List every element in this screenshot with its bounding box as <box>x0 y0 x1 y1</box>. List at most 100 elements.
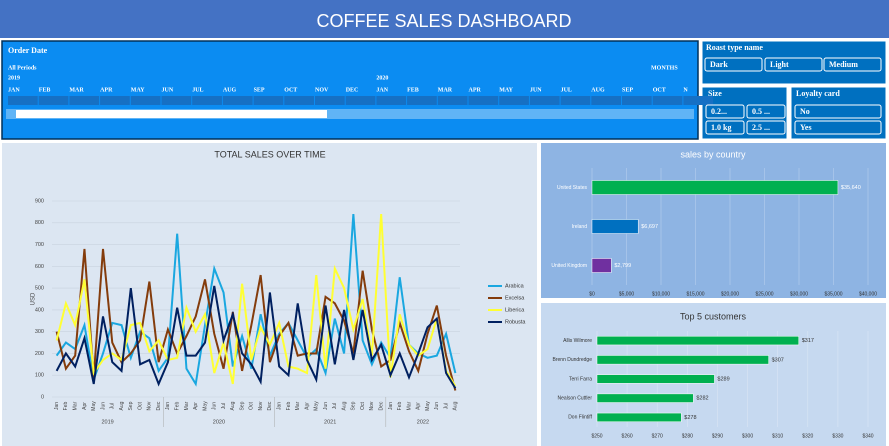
timeline-slicer[interactable] <box>1 40 699 140</box>
timeline-cell[interactable] <box>376 96 407 105</box>
timeline-cell[interactable] <box>100 96 130 105</box>
legend-label: Excelsa <box>505 295 525 301</box>
x-tick-label: Feb <box>286 401 292 410</box>
slicer-item[interactable]: No <box>800 107 810 116</box>
timeline-cell[interactable] <box>468 96 499 105</box>
data-label: $278 <box>684 415 696 421</box>
timeline-cell[interactable] <box>130 96 161 105</box>
legend-label: Arabica <box>505 283 525 289</box>
timeline-cell[interactable] <box>407 96 437 105</box>
y-tick-label: 600 <box>35 264 44 270</box>
y-tick-label: 900 <box>35 198 44 204</box>
bar <box>596 374 715 384</box>
slicer-button[interactable] <box>764 57 823 72</box>
x-tick-label: Apr <box>193 402 199 410</box>
slicer-item[interactable]: 1.0 kg <box>711 123 731 132</box>
slicer-item[interactable]: 0.5 ... <box>752 107 770 116</box>
x-tick-label: Dec <box>156 401 162 410</box>
timeline-cell[interactable] <box>69 96 100 105</box>
chart-title: sales by country <box>680 149 746 159</box>
timeline-month: APR <box>469 87 482 93</box>
x-tick-label: $15,000 <box>686 291 704 297</box>
scroll-thumb[interactable] <box>16 110 327 118</box>
x-tick-label: Jul <box>110 403 116 409</box>
slicer-item[interactable]: Yes <box>800 123 812 132</box>
slicer-item[interactable]: 0.2... <box>711 107 727 116</box>
x-tick-label: Apr <box>416 402 422 410</box>
timeline-cell[interactable] <box>161 96 192 105</box>
timeline-cell[interactable] <box>8 96 38 105</box>
timeline-cell[interactable] <box>222 96 253 105</box>
category-label: Allis Wilmore <box>563 338 592 344</box>
timeline-month: JAN <box>8 87 20 93</box>
timeline-month: JUL <box>192 87 203 93</box>
timeline-month: JAN <box>376 87 388 93</box>
timeline-month: JUL <box>561 87 572 93</box>
timeline-year: 2019 <box>8 75 20 81</box>
slicer-button[interactable] <box>704 57 763 72</box>
slicer-button[interactable] <box>823 57 882 72</box>
x-group-label: 2019 <box>102 419 114 425</box>
dashboard-title: COFFEE SALES DASHBOARD <box>316 11 571 31</box>
slicer-title: Loyalty card <box>796 89 840 98</box>
x-tick-label: Jul <box>332 403 338 409</box>
timeline-month: MAY <box>131 87 145 93</box>
x-tick-label: Sep <box>351 401 357 410</box>
x-tick-label: $330 <box>832 433 843 439</box>
slicer-item[interactable]: 2.5 ... <box>752 123 770 132</box>
timeline-cell[interactable] <box>437 96 468 105</box>
y-tick-label: 100 <box>35 373 44 379</box>
bar <box>596 412 682 422</box>
timeline-cell[interactable] <box>529 96 560 105</box>
timeline-cell[interactable] <box>622 96 652 105</box>
timeline-cell[interactable] <box>652 96 683 105</box>
x-tick-label: Mar <box>184 401 190 410</box>
timeline-cell[interactable] <box>284 96 314 105</box>
slicer-button[interactable] <box>746 120 786 135</box>
timeline-cell[interactable] <box>560 96 591 105</box>
y-tick-label: 0 <box>41 394 44 400</box>
slicer-button[interactable] <box>794 104 882 119</box>
timeline-cell[interactable] <box>192 96 222 105</box>
timeline-cell[interactable] <box>253 96 284 105</box>
x-tick-label: Jun <box>323 402 329 410</box>
scroll-track[interactable] <box>6 109 694 119</box>
timeline-month: MAR <box>69 87 84 93</box>
slicer-title: Roast type name <box>706 43 763 52</box>
timeline-cell[interactable] <box>315 96 345 105</box>
x-tick-label: Jun <box>100 402 106 410</box>
x-tick-label: $0 <box>589 291 595 297</box>
slicer-button[interactable] <box>705 104 745 119</box>
timeline-cell[interactable] <box>499 96 529 105</box>
x-tick-label: Jan <box>165 402 171 410</box>
timeline-cell[interactable] <box>591 96 621 105</box>
timeline-cell[interactable] <box>38 96 69 105</box>
bar <box>591 258 612 273</box>
y-tick-label: 400 <box>35 307 44 313</box>
x-tick-label: Oct <box>137 402 143 410</box>
timeline-month: OCT <box>653 87 666 93</box>
slicer-item[interactable]: Light <box>770 60 789 69</box>
category-label: Brenn Dundredge <box>553 357 593 363</box>
slicer-item[interactable]: Medium <box>829 60 858 69</box>
x-tick-label: $260 <box>622 433 633 439</box>
x-tick-label: Feb <box>63 401 69 410</box>
timeline-cell[interactable] <box>683 96 714 105</box>
slicer-button[interactable] <box>705 120 745 135</box>
slicer-item[interactable]: Dark <box>710 60 728 69</box>
x-tick-label: Oct <box>360 402 366 410</box>
timeline-month: NOV <box>315 87 329 93</box>
timeline-cell[interactable] <box>345 96 376 105</box>
slicer-title: Size <box>708 89 722 98</box>
x-tick-label: $20,000 <box>721 291 739 297</box>
timeline-unit[interactable]: MONTHS <box>651 65 678 71</box>
slicer-button[interactable] <box>794 120 882 135</box>
x-tick-label: Sep <box>128 401 134 410</box>
x-tick-label: Jul <box>443 403 449 409</box>
timeline-month: OCT <box>284 87 297 93</box>
slicer-button[interactable] <box>746 104 786 119</box>
data-label: $6,697 <box>641 224 658 230</box>
timeline-month: MAY <box>499 87 513 93</box>
x-tick-label: $5,000 <box>619 291 635 297</box>
